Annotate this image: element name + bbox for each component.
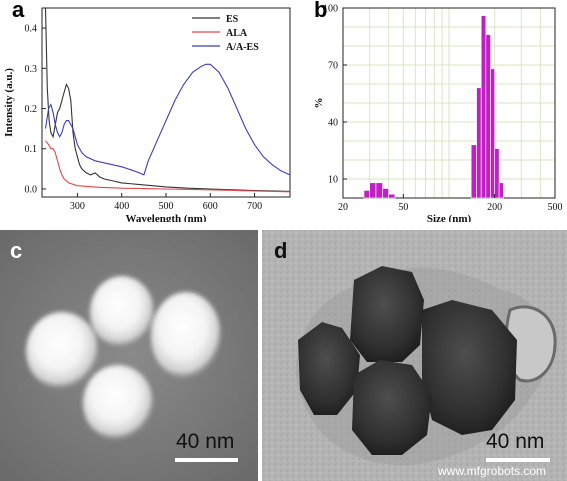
y-axis-label-b: % [313,98,325,109]
panel-c-scale-bar [175,458,238,462]
panel-c-scale-label: 40 nm [176,430,235,453]
panel-a-letter: a [12,0,25,22]
particle-top [90,276,154,348]
particle-right [151,292,221,380]
series-line-ala [45,140,290,193]
y-tick-label-b: 10 [328,175,338,186]
x-tick-label-a: 600 [203,201,218,212]
legend-label-a: A/A-ES [226,42,259,53]
histogram-bar [490,68,495,199]
panel-d-letter: d [274,238,288,263]
x-tick-label-a: 500 [159,201,174,212]
plot-frame-b [342,7,556,199]
particle-left-d [298,322,360,415]
y-tick-label-a: 0.2 [25,104,38,115]
particle-right-d [422,300,517,435]
particle-bottom-d [352,360,432,455]
x-tick-label-b: 500 [548,202,563,213]
histogram-bar [476,87,482,199]
micrograph-d [262,230,567,481]
panel-b: 20 50 200 500 10 40 70 100 Size (nm)% b [300,0,567,222]
y-tick-label-a: 0.3 [25,64,38,75]
particle-bottom [83,365,153,441]
x-tick-label-b: 20 [338,202,348,213]
plot-frame-a [41,7,291,198]
series-line-es [44,8,290,192]
histogram-bar [485,34,491,199]
particle-top-d [350,266,424,362]
panel-d-scale-label: 40 nm [486,430,545,453]
histogram-bar [369,182,377,199]
legend-label-a: ES [226,14,239,25]
y-tick-label-a: 0.4 [25,24,38,35]
histogram-bar [375,182,383,199]
x-tick-label-b: 50 [398,202,408,213]
histogram-bar [382,188,389,199]
micrograph-c [0,230,258,481]
chart-b: 20 50 200 500 10 40 70 100 Size (nm)% [313,4,563,223]
x-tick-label-a: 300 [70,201,85,212]
chart-a: 300 400 500 600 700 0.0 0.1 0.2 0.3 0.4 Wavelength… [3,7,291,222]
panel-d-scale-bar [486,458,550,462]
panel-d: d 40 nm www.mfgrobots.com [262,230,567,481]
histogram-bar [388,193,396,199]
x-tick-label-a: 700 [247,201,262,212]
panel-c-letter: c [10,238,23,263]
histogram-bar [494,148,500,199]
y-tick-label-b: 40 [328,118,338,129]
x-tick-label-b: 200 [487,202,502,213]
watermark: www.mfgrobots.com [438,464,547,478]
histogram-bar [480,15,487,199]
y-tick-label-b: 100 [323,4,338,15]
x-tick-label-a: 400 [114,201,129,212]
y-tick-label-b: 70 [328,61,338,72]
y-axis-label-a: Intensity (a.u.) [3,68,15,137]
histogram-bar [363,190,371,199]
x-axis-label-a: Wavelength (nm) [126,213,207,222]
histogram-bar [470,144,477,199]
legend-label-a: ALA [226,28,248,39]
y-tick-label-a: 0.1 [25,144,38,155]
x-axis-label-b: Size (nm) [427,213,472,222]
series-line-aaes [44,63,290,176]
particle-left [26,312,98,390]
histogram-bar [498,182,504,199]
panel-c: c 40 nm [0,230,258,481]
y-tick-label-a: 0.0 [25,184,38,195]
panel-b-letter: b [314,0,328,22]
panel-a: 300 400 500 600 700 0.0 0.1 0.2 0.3 0.4 Wavelength… [0,0,300,222]
